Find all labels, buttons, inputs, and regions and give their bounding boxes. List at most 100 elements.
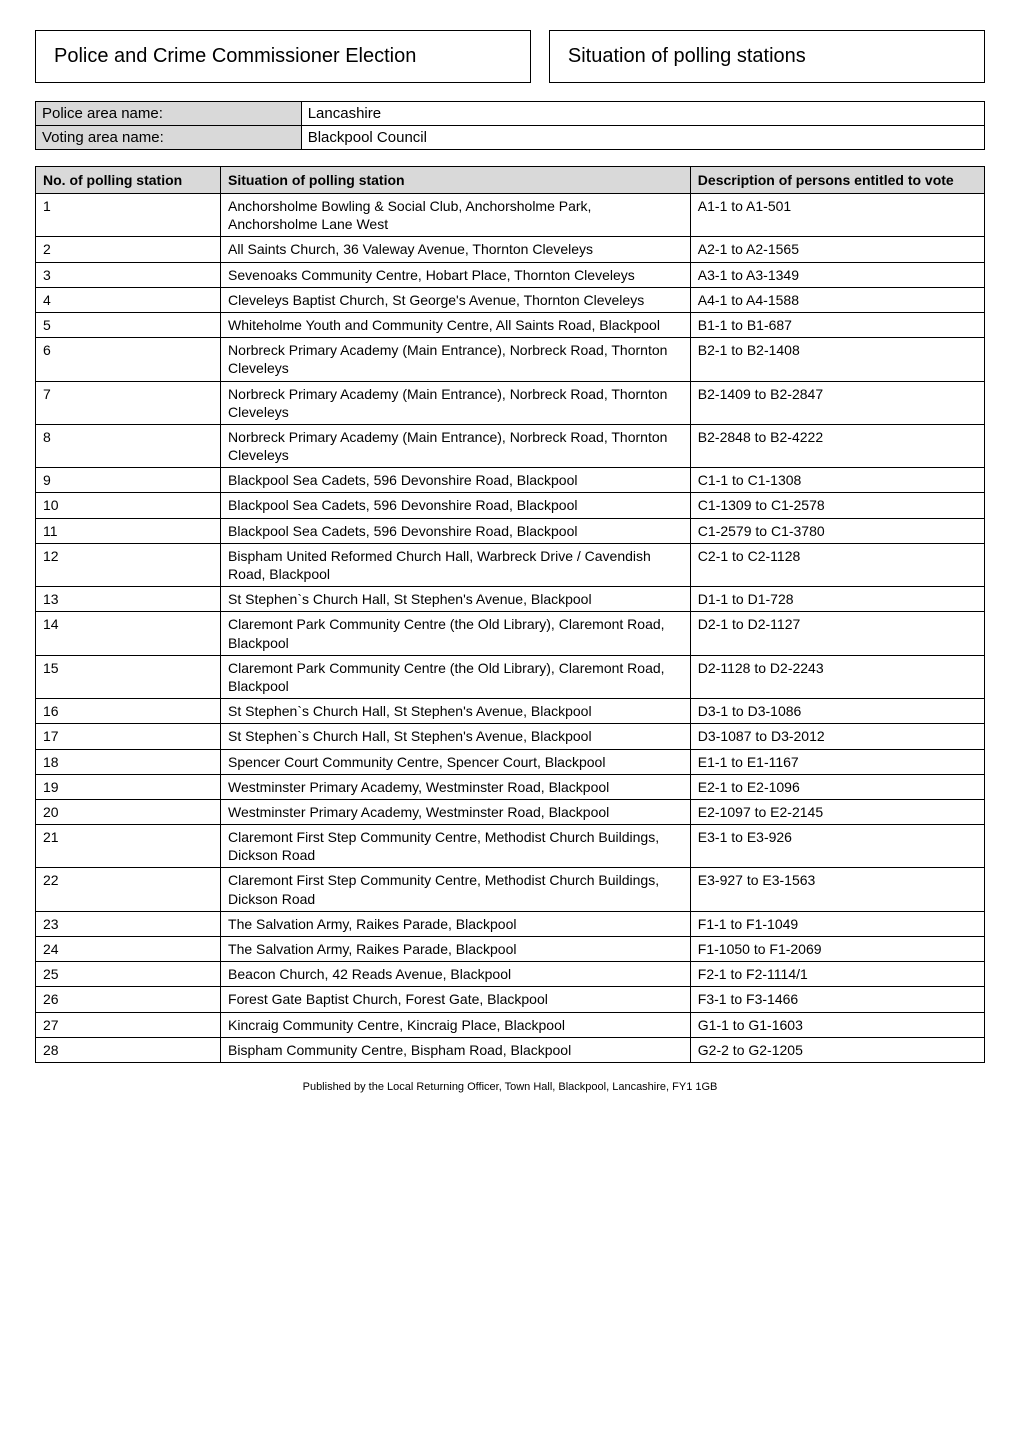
cell-situation: Claremont First Step Community Centre, M… [221,868,691,911]
cell-description: E3-927 to E3-1563 [690,868,984,911]
cell-description: F1-1050 to F1-2069 [690,937,984,962]
header-title-right: Situation of polling stations [549,30,985,83]
cell-description: D1-1 to D1-728 [690,587,984,612]
cell-situation: Blackpool Sea Cadets, 596 Devonshire Roa… [221,493,691,518]
cell-situation: Cleveleys Baptist Church, St George's Av… [221,287,691,312]
cell-description: D3-1087 to D3-2012 [690,724,984,749]
cell-no: 17 [36,724,221,749]
cell-no: 24 [36,937,221,962]
cell-no: 3 [36,262,221,287]
table-row: 19Westminster Primary Academy, Westminst… [36,774,985,799]
polling-stations-table: No. of polling station Situation of poll… [35,166,985,1063]
cell-no: 11 [36,518,221,543]
cell-situation: Claremont Park Community Centre (the Old… [221,655,691,698]
cell-no: 28 [36,1037,221,1062]
cell-description: F2-1 to F2-1114/1 [690,962,984,987]
table-row: 23The Salvation Army, Raikes Parade, Bla… [36,911,985,936]
cell-situation: Blackpool Sea Cadets, 596 Devonshire Roa… [221,518,691,543]
cell-situation: Norbreck Primary Academy (Main Entrance)… [221,381,691,424]
table-row: 15Claremont Park Community Centre (the O… [36,655,985,698]
cell-situation: All Saints Church, 36 Valeway Avenue, Th… [221,237,691,262]
cell-description: G2-2 to G2-1205 [690,1037,984,1062]
cell-description: G1-1 to G1-1603 [690,1012,984,1037]
cell-description: B2-2848 to B2-4222 [690,424,984,467]
table-row: 5Whiteholme Youth and Community Centre, … [36,312,985,337]
cell-no: 1 [36,194,221,237]
table-row: 7Norbreck Primary Academy (Main Entrance… [36,381,985,424]
cell-description: A4-1 to A4-1588 [690,287,984,312]
cell-situation: Norbreck Primary Academy (Main Entrance)… [221,338,691,381]
cell-situation: Westminster Primary Academy, Westminster… [221,799,691,824]
cell-situation: Claremont First Step Community Centre, M… [221,825,691,868]
table-row: 28Bispham Community Centre, Bispham Road… [36,1037,985,1062]
cell-description: A3-1 to A3-1349 [690,262,984,287]
cell-description: F3-1 to F3-1466 [690,987,984,1012]
table-row: 13St Stephen`s Church Hall, St Stephen's… [36,587,985,612]
table-row: 18Spencer Court Community Centre, Spence… [36,749,985,774]
cell-situation: St Stephen`s Church Hall, St Stephen's A… [221,724,691,749]
cell-description: F1-1 to F1-1049 [690,911,984,936]
cell-description: C1-1309 to C1-2578 [690,493,984,518]
cell-no: 23 [36,911,221,936]
cell-no: 22 [36,868,221,911]
col-header-no: No. of polling station [36,167,221,194]
cell-description: C2-1 to C2-1128 [690,543,984,586]
cell-situation: Bispham Community Centre, Bispham Road, … [221,1037,691,1062]
header-boxes: Police and Crime Commissioner Election S… [35,30,985,83]
cell-no: 19 [36,774,221,799]
table-row: 20Westminster Primary Academy, Westminst… [36,799,985,824]
cell-description: D3-1 to D3-1086 [690,699,984,724]
police-area-label: Police area name: [36,102,302,126]
cell-no: 2 [36,237,221,262]
cell-no: 18 [36,749,221,774]
cell-no: 15 [36,655,221,698]
cell-situation: Whiteholme Youth and Community Centre, A… [221,312,691,337]
cell-description: C1-1 to C1-1308 [690,468,984,493]
cell-no: 4 [36,287,221,312]
table-row: 12Bispham United Reformed Church Hall, W… [36,543,985,586]
table-row: 4Cleveleys Baptist Church, St George's A… [36,287,985,312]
table-row: 14Claremont Park Community Centre (the O… [36,612,985,655]
cell-situation: Claremont Park Community Centre (the Old… [221,612,691,655]
table-row: 3Sevenoaks Community Centre, Hobart Plac… [36,262,985,287]
info-row-police-area: Police area name: Lancashire [36,102,985,126]
police-area-value: Lancashire [301,102,984,126]
cell-situation: Norbreck Primary Academy (Main Entrance)… [221,424,691,467]
col-header-situation: Situation of polling station [221,167,691,194]
header-title-left: Police and Crime Commissioner Election [35,30,531,83]
cell-description: B2-1409 to B2-2847 [690,381,984,424]
table-row: 11Blackpool Sea Cadets, 596 Devonshire R… [36,518,985,543]
cell-no: 20 [36,799,221,824]
table-row: 21Claremont First Step Community Centre,… [36,825,985,868]
cell-no: 7 [36,381,221,424]
cell-situation: Bispham United Reformed Church Hall, War… [221,543,691,586]
cell-situation: Spencer Court Community Centre, Spencer … [221,749,691,774]
cell-situation: St Stephen`s Church Hall, St Stephen's A… [221,587,691,612]
cell-situation: Blackpool Sea Cadets, 596 Devonshire Roa… [221,468,691,493]
cell-description: D2-1 to D2-1127 [690,612,984,655]
cell-description: E2-1 to E2-1096 [690,774,984,799]
voting-area-value: Blackpool Council [301,126,984,150]
table-row: 24The Salvation Army, Raikes Parade, Bla… [36,937,985,962]
cell-description: E1-1 to E1-1167 [690,749,984,774]
cell-no: 12 [36,543,221,586]
table-row: 2All Saints Church, 36 Valeway Avenue, T… [36,237,985,262]
cell-no: 9 [36,468,221,493]
cell-description: A1-1 to A1-501 [690,194,984,237]
table-row: 17St Stephen`s Church Hall, St Stephen's… [36,724,985,749]
table-row: 16St Stephen`s Church Hall, St Stephen's… [36,699,985,724]
cell-no: 6 [36,338,221,381]
table-header-row: No. of polling station Situation of poll… [36,167,985,194]
col-header-description: Description of persons entitled to vote [690,167,984,194]
cell-situation: St Stephen`s Church Hall, St Stephen's A… [221,699,691,724]
table-row: 9Blackpool Sea Cadets, 596 Devonshire Ro… [36,468,985,493]
cell-description: E2-1097 to E2-2145 [690,799,984,824]
cell-no: 25 [36,962,221,987]
cell-no: 10 [36,493,221,518]
cell-situation: Forest Gate Baptist Church, Forest Gate,… [221,987,691,1012]
cell-situation: Beacon Church, 42 Reads Avenue, Blackpoo… [221,962,691,987]
info-table: Police area name: Lancashire Voting area… [35,101,985,150]
cell-situation: Kincraig Community Centre, Kincraig Plac… [221,1012,691,1037]
cell-description: D2-1128 to D2-2243 [690,655,984,698]
cell-situation: Westminster Primary Academy, Westminster… [221,774,691,799]
